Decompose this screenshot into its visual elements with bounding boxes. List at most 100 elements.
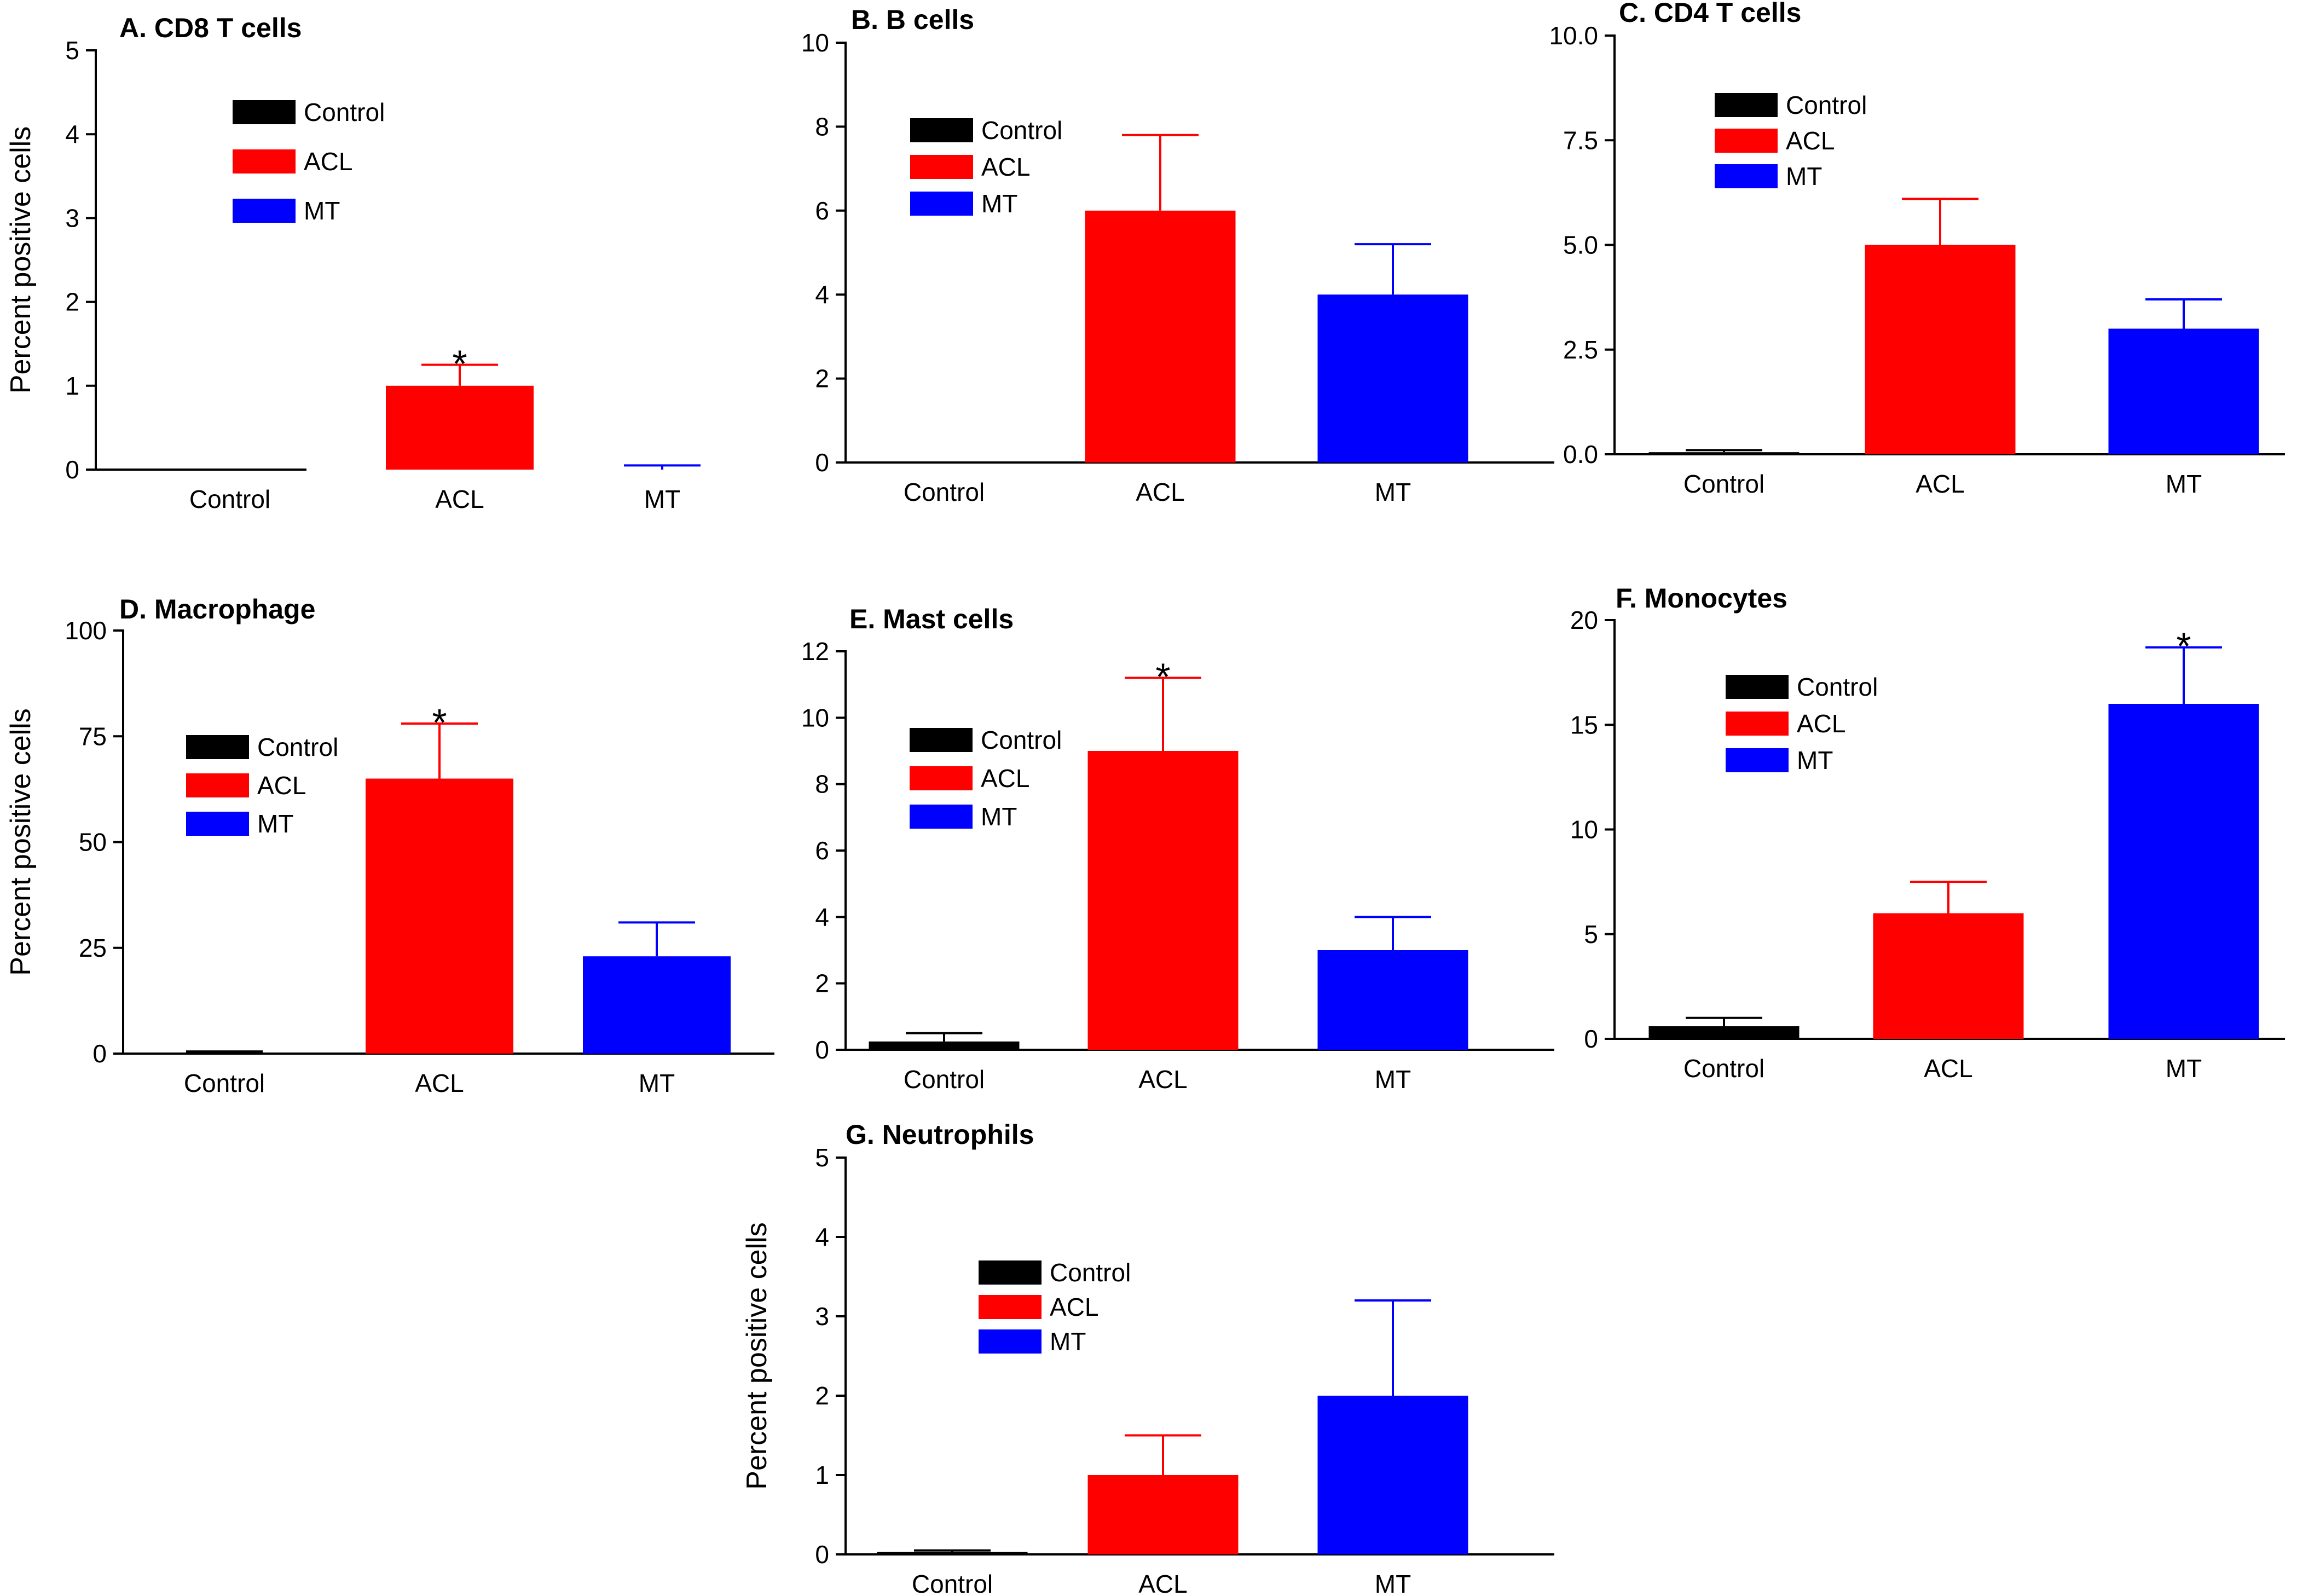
legend-swatch-mt [910,805,973,829]
y-tick-label: 0 [815,1540,829,1569]
chart-panel-neutrophils: G. Neutrophils 0 1 2 3 4 5 Percent positive cel… [741,1119,1554,1596]
bar-mt [1317,950,1468,1050]
y-tick-label: 3 [815,1302,829,1331]
y-tick-label: 75 [79,722,107,750]
y-tick-label: 7.5 [1563,126,1598,154]
y-tick-label: 8 [815,770,829,799]
legend-label: MT [1786,162,1822,190]
x-tick-label: MT [1375,1065,1411,1094]
bar-mt [2108,328,2259,454]
x-tick-label: MT [2166,470,2202,498]
legend-swatch-mt [1715,164,1778,188]
legend-label: ACL [1797,709,1845,738]
x-tick-label: Control [1683,1054,1764,1083]
legend-label: Control [257,733,338,761]
legend-swatch-acl [1715,129,1778,153]
legend-label: ACL [257,771,306,800]
x-tick-label: ACL [1924,1054,1972,1083]
chart-title: G. Neutrophils [846,1119,1034,1150]
legend-swatch-mt [1726,748,1789,772]
legend-label: Control [1050,1258,1131,1287]
legend-swatch-control [1726,675,1789,699]
legend-label: MT [257,809,293,838]
legend-label: Control [304,98,385,126]
y-tick-label: 2 [815,969,829,998]
chart-panel-macrophage: D. Macrophage 0 25 50 75 100 Percent positive … [5,594,774,1097]
y-tick-label: 5 [815,1143,829,1172]
y-tick-label: 2.5 [1563,336,1598,364]
x-tick-label: MT [1375,478,1411,506]
x-tick-label: ACL [415,1069,464,1097]
y-tick-label: 15 [1570,710,1598,739]
legend-swatch-control [979,1260,1042,1285]
chart-panel-cd4: C. CD4 T cells 0.0 2.5 5.0 7.5 10.0 Control ACL… [1549,0,2285,498]
x-tick-label: MT [1375,1570,1411,1596]
x-tick-label: Control [904,478,985,506]
y-tick-label: 10 [801,28,829,57]
y-axis-label: Percent positive cells [5,708,37,975]
bar-control [877,1552,1028,1554]
legend-label: ACL [1786,126,1835,155]
bar-acl [1865,245,2016,454]
legend-swatch-acl [910,155,973,179]
y-tick-label: 6 [815,836,829,865]
bar-acl [1873,913,2024,1039]
significance-marker: * [2176,625,2191,668]
legend-label: MT [981,189,1017,218]
x-tick-label: Control [189,485,270,513]
bar-mt [1317,294,1468,462]
legend-swatch-control [910,728,973,752]
significance-marker: * [452,343,467,385]
y-tick-label: 4 [65,120,79,148]
y-axis-label: Percent positive cells [5,126,37,394]
legend-label: ACL [304,147,352,176]
x-tick-label: MT [639,1069,675,1097]
bar-acl [366,778,513,1054]
chart-panel-monocytes: F. Monocytes 0 5 10 15 20 Control ACL * MT Control… [1570,583,2285,1083]
x-tick-label: Control [904,1065,985,1094]
legend-swatch-control [233,100,296,124]
y-axis-label: Percent positive cells [741,1222,773,1489]
legend-swatch-acl [910,766,973,790]
y-tick-label: 1 [815,1461,829,1489]
legend-label: Control [981,726,1062,754]
legend-label: Control [1786,91,1867,119]
y-tick-label: 3 [65,204,79,232]
y-tick-label: 0.0 [1563,440,1598,469]
y-tick-label: 0 [92,1039,107,1068]
y-tick-label: 8 [815,112,829,141]
y-tick-label: 2 [65,288,79,316]
x-tick-label: MT [644,485,680,513]
y-tick-label: 100 [65,616,107,645]
y-tick-label: 10 [1570,816,1598,844]
legend-swatch-acl [1726,712,1789,736]
y-tick-label: 5.0 [1563,231,1598,259]
x-tick-label: ACL [435,485,484,513]
legend-swatch-acl [186,773,249,797]
bar-acl [386,385,534,470]
bar-control [1648,1026,1800,1039]
y-tick-label: 2 [815,365,829,393]
x-tick-label: ACL [1916,470,1964,498]
y-tick-label: 0 [1584,1025,1598,1053]
chart-title: C. CD4 T cells [1619,0,1801,28]
significance-marker: * [1155,656,1170,698]
bar-acl [1087,751,1239,1050]
y-tick-label: 25 [79,934,107,962]
chart-title: D. Macrophage [119,594,315,624]
legend-swatch-acl [979,1295,1042,1319]
chart-panel-cd8: A. CD8 T cells 0 1 2 3 4 5 Percent positive cel… [5,13,701,513]
bar-mt [1317,1396,1468,1554]
x-tick-label: Control [912,1570,993,1596]
x-tick-label: ACL [1138,1065,1187,1094]
legend-label: ACL [981,153,1030,181]
chart-title: F. Monocytes [1616,583,1787,614]
y-tick-label: 12 [801,637,829,666]
y-tick-label: 4 [815,280,829,309]
x-tick-label: MT [2166,1054,2202,1083]
legend-swatch-mt [186,812,249,836]
chart-title: B. B cells [851,4,974,35]
chart-title: A. CD8 T cells [119,13,302,43]
x-tick-label: Control [184,1069,265,1097]
